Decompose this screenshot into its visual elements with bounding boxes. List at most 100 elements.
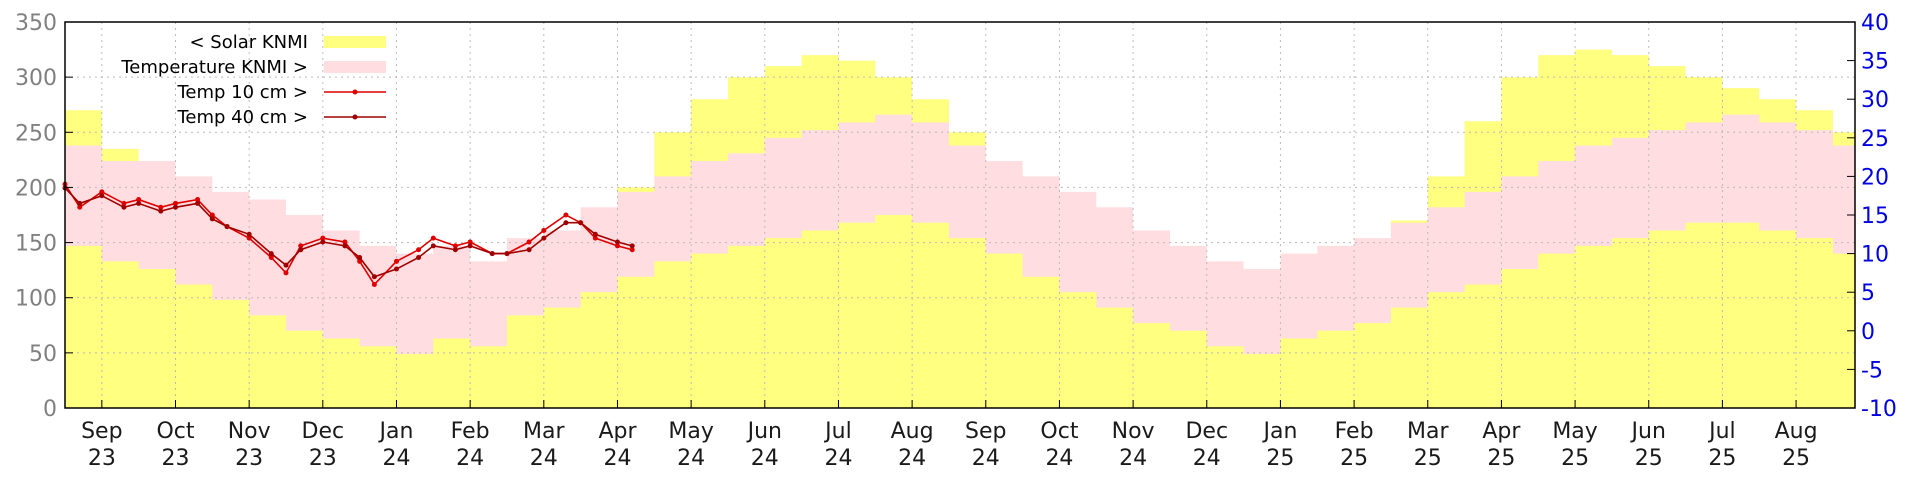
x-month-label: Oct (156, 419, 194, 444)
left-tick-label: 350 (15, 11, 57, 36)
left-tick-label: 50 (29, 342, 57, 367)
x-month-label: Jun (746, 419, 782, 444)
x-month-label: Mar (523, 419, 565, 444)
temp-40cm-point (209, 216, 215, 222)
x-month-label: May (668, 419, 713, 444)
left-tick-label: 100 (15, 287, 57, 312)
temp-10cm-point (283, 270, 289, 276)
temp-10cm-point (526, 239, 532, 245)
x-year-label: 23 (309, 446, 337, 471)
temp-40cm-point (283, 262, 289, 268)
x-month-label: May (1552, 419, 1597, 444)
x-year-label: 24 (751, 446, 779, 471)
legend-label: Temperature KNMI > (120, 57, 308, 78)
temp-10cm-point (246, 235, 252, 241)
x-axis: Sep23Oct23Nov23Dec23Jan24Feb24Mar24Apr24… (81, 400, 1818, 471)
temp-10cm-point (592, 235, 598, 241)
temp-10cm-point (452, 243, 458, 249)
temp-10cm-point (121, 200, 127, 206)
temp-40cm-point (592, 231, 598, 237)
x-month-label: Apr (598, 419, 637, 444)
x-year-label: 24 (1119, 446, 1147, 471)
temperature-band-layer (65, 114, 1855, 354)
temp-40cm-point (357, 254, 363, 260)
temp-40cm-point (563, 220, 569, 226)
temp-40cm-point (99, 193, 105, 199)
right-tick-label: -5 (1861, 358, 1883, 383)
legend-label: Temp 10 cm > (176, 82, 308, 103)
x-month-label: Dec (1185, 419, 1228, 444)
temp-40cm-point (416, 254, 422, 260)
x-year-label: 24 (898, 446, 926, 471)
temp-40cm-point (268, 251, 274, 257)
x-month-label: Apr (1482, 419, 1521, 444)
temp-40cm-point (578, 220, 584, 226)
legend-label: < Solar KNMI (189, 32, 308, 53)
temp-40cm-point (629, 243, 635, 249)
x-year-label: 25 (1340, 446, 1368, 471)
temp-40cm-point (489, 251, 495, 257)
right-axis: -10 -5 0 5 10 15 20 25 30 35 40 (1847, 11, 1897, 422)
x-month-label: Jan (378, 419, 414, 444)
temp-10cm-point (268, 254, 274, 260)
temp-10cm-point (430, 235, 436, 241)
temp-40cm-point (342, 243, 348, 249)
x-month-label: Jan (1261, 419, 1297, 444)
x-year-label: 25 (1782, 446, 1810, 471)
legend-swatch (324, 61, 386, 73)
x-year-label: 24 (1045, 446, 1073, 471)
temp-40cm-point (452, 247, 458, 253)
temp-40cm-point (172, 204, 178, 210)
right-tick-label: 25 (1861, 127, 1889, 152)
temp-10cm-point (342, 239, 348, 245)
legend-label: Temp 40 cm > (176, 107, 308, 128)
x-year-label: 23 (161, 446, 189, 471)
x-year-label: 25 (1487, 446, 1515, 471)
temp-40cm-point (430, 243, 436, 249)
right-tick-label: 20 (1861, 165, 1889, 190)
temp-40cm-point (136, 200, 142, 206)
x-month-label: Sep (965, 419, 1006, 444)
temperature-band (65, 114, 1855, 354)
temp-10cm-point (320, 235, 326, 241)
temp-40cm-point (77, 200, 83, 206)
left-tick-label: 200 (15, 176, 57, 201)
temp-40cm-point (393, 266, 399, 272)
x-month-label: Mar (1407, 419, 1449, 444)
temp-10cm-point (563, 212, 569, 218)
right-tick-label: -10 (1861, 397, 1897, 422)
legend-marker (352, 89, 358, 95)
x-month-label: Nov (228, 419, 271, 444)
x-month-label: Aug (891, 419, 934, 444)
left-tick-label: 0 (43, 397, 57, 422)
x-year-label: 24 (530, 446, 558, 471)
x-year-label: 25 (1635, 446, 1663, 471)
right-tick-label: 0 (1861, 320, 1875, 345)
left-tick-label: 150 (15, 232, 57, 257)
x-month-label: Nov (1112, 419, 1155, 444)
x-month-label: Sep (81, 419, 122, 444)
x-year-label: 24 (382, 446, 410, 471)
x-year-label: 24 (677, 446, 705, 471)
right-tick-label: 5 (1861, 281, 1875, 306)
x-month-label: Dec (302, 419, 345, 444)
right-tick-label: 10 (1861, 243, 1889, 268)
temp-10cm-point (136, 197, 142, 203)
temp-10cm-point (209, 212, 215, 218)
temp-40cm-point (224, 224, 230, 230)
x-month-label: Oct (1040, 419, 1078, 444)
right-tick-label: 15 (1861, 204, 1889, 229)
temp-10cm-point (77, 204, 83, 210)
temp-40cm-point (121, 204, 127, 210)
right-tick-label: 35 (1861, 50, 1889, 75)
x-year-label: 24 (1193, 446, 1221, 471)
right-tick-label: 40 (1861, 11, 1889, 36)
temp-40cm-point (298, 247, 304, 253)
temp-40cm-point (504, 251, 510, 257)
x-year-label: 25 (1266, 446, 1294, 471)
temp-40cm-point (320, 239, 326, 245)
x-year-label: 25 (1708, 446, 1736, 471)
temp-10cm-point (541, 227, 547, 233)
x-year-label: 23 (88, 446, 116, 471)
temp-40cm-point (467, 243, 473, 249)
